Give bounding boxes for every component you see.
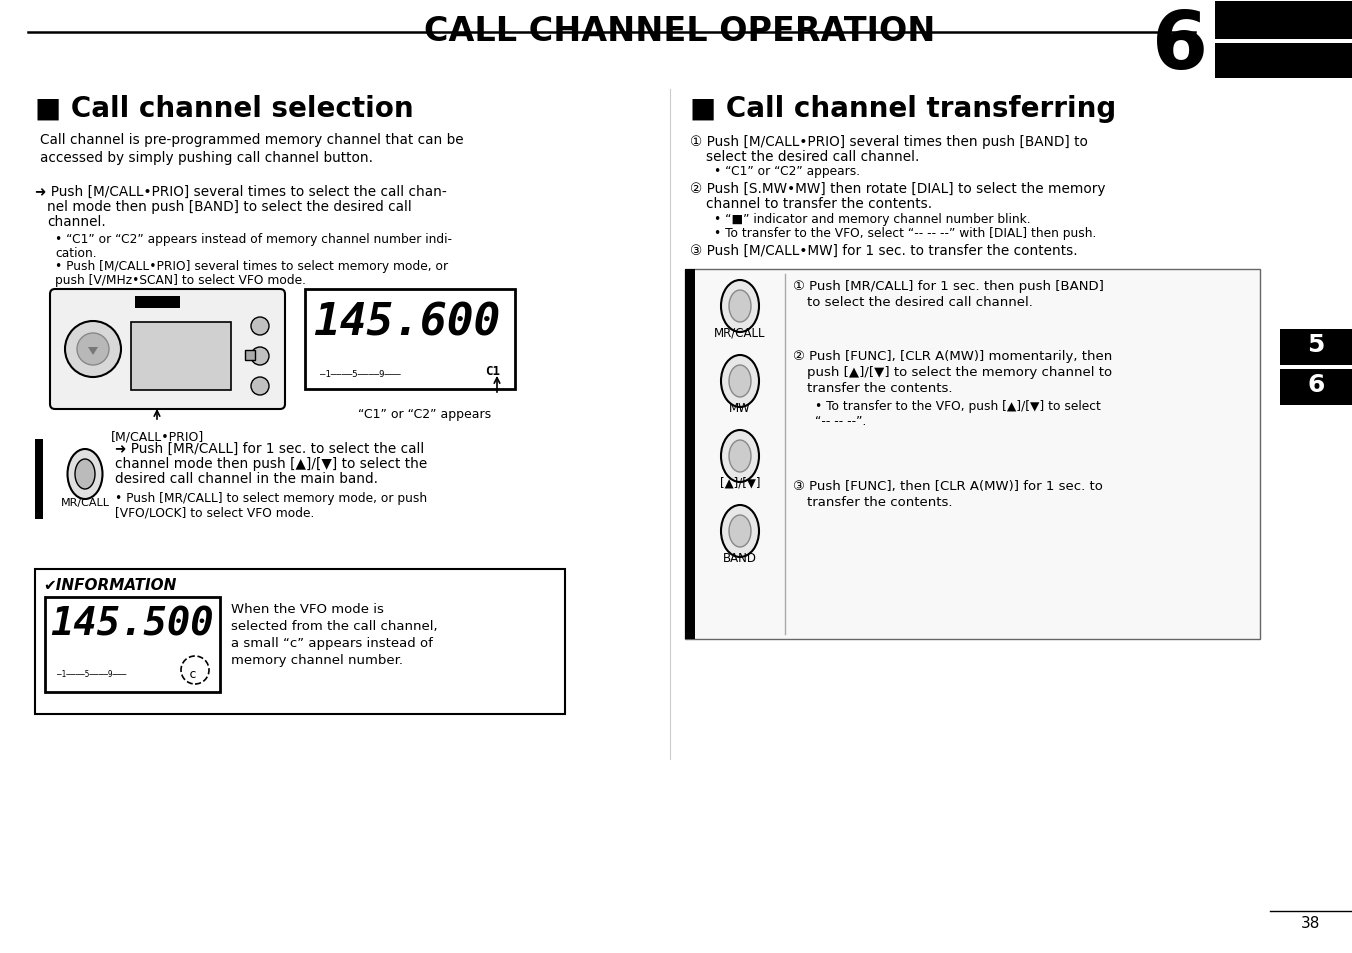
Ellipse shape [721,505,758,558]
Text: 6: 6 [1152,8,1207,86]
Text: MR/CALL: MR/CALL [61,497,110,507]
Ellipse shape [721,431,758,482]
Text: 145.600: 145.600 [314,302,500,345]
Text: ➜ Push [MR/CALL] for 1 sec. to select the call: ➜ Push [MR/CALL] for 1 sec. to select th… [115,441,425,456]
Bar [1215,44,1352,79]
Ellipse shape [729,516,750,547]
Bar [1215,2,1352,40]
Bar [131,323,231,391]
Text: ① Push [M/CALL•PRIO] several times then push [BAND] to: ① Push [M/CALL•PRIO] several times then … [690,135,1088,149]
Text: • To transfer to the VFO, select “-- -- --” with [DIAL] then push.: • To transfer to the VFO, select “-- -- … [714,227,1096,240]
Text: ② Push [FUNC], [CLR A(MW)] momentarily, then: ② Push [FUNC], [CLR A(MW)] momentarily, … [794,350,1113,363]
Bar [306,290,515,390]
Ellipse shape [68,450,103,499]
Text: • Push [MR/CALL] to select memory mode, or push: • Push [MR/CALL] to select memory mode, … [115,492,427,504]
Text: BAND: BAND [723,552,757,564]
Text: ③ Push [FUNC], then [CLR A(MW)] for 1 sec. to: ③ Push [FUNC], then [CLR A(MW)] for 1 se… [794,479,1103,493]
Bar [685,270,695,639]
Text: • “■” indicator and memory channel number blink.: • “■” indicator and memory channel numbe… [714,213,1030,226]
Text: • Push [M/CALL•PRIO] several times to select memory mode, or: • Push [M/CALL•PRIO] several times to se… [55,260,448,273]
Text: desired call channel in the main band.: desired call channel in the main band. [115,472,379,485]
Text: ② Push [S.MW•MW] then rotate [DIAL] to select the memory: ② Push [S.MW•MW] then rotate [DIAL] to s… [690,182,1106,195]
Text: 6: 6 [1307,373,1325,396]
Text: push [▲]/[▼] to select the memory channel to: push [▲]/[▼] to select the memory channe… [807,366,1113,378]
Text: push [V/MHz•SCAN] to select VFO mode.: push [V/MHz•SCAN] to select VFO mode. [55,274,306,287]
Text: –1————5————9———: –1————5————9——— [57,669,126,679]
Text: • “C1” or “C2” appears instead of memory channel number indi-: • “C1” or “C2” appears instead of memory… [55,233,452,246]
Text: “-- -- --”.: “-- -- --”. [815,415,867,428]
Text: When the VFO mode is: When the VFO mode is [231,602,384,616]
Text: 38: 38 [1301,915,1320,930]
Circle shape [77,334,110,366]
Circle shape [181,657,210,684]
Circle shape [65,322,120,377]
Ellipse shape [721,281,758,333]
Circle shape [251,317,269,335]
Text: ➜ Push [M/CALL•PRIO] several times to select the call chan-: ➜ Push [M/CALL•PRIO] several times to se… [35,185,446,199]
Text: channel to transfer the contents.: channel to transfer the contents. [706,196,932,211]
Text: “C1” or “C2” appears: “C1” or “C2” appears [358,408,492,420]
Text: selected from the call channel,: selected from the call channel, [231,619,438,633]
Polygon shape [88,348,97,355]
Text: • To transfer to the VFO, push [▲]/[▼] to select: • To transfer to the VFO, push [▲]/[▼] t… [815,399,1101,413]
Text: channel mode then push [▲]/[▼] to select the: channel mode then push [▲]/[▼] to select… [115,456,427,471]
Ellipse shape [729,366,750,397]
Bar [35,439,43,519]
Text: channel.: channel. [47,214,105,229]
Ellipse shape [729,440,750,473]
Bar [245,351,256,360]
Text: c: c [189,667,196,680]
Text: –1————5————9———: –1————5————9——— [320,370,400,378]
Text: ③ Push [M/CALL•MW] for 1 sec. to transfer the contents.: ③ Push [M/CALL•MW] for 1 sec. to transfe… [690,244,1078,257]
Text: MR/CALL: MR/CALL [714,327,765,339]
Text: ■ Call channel selection: ■ Call channel selection [35,95,414,123]
Text: [VFO/LOCK] to select VFO mode.: [VFO/LOCK] to select VFO mode. [115,505,315,518]
Text: nel mode then push [BAND] to select the desired call: nel mode then push [BAND] to select the … [47,200,412,213]
Bar [35,569,565,714]
Text: CALL CHANNEL OPERATION: CALL CHANNEL OPERATION [425,15,936,48]
Text: ■ Call channel transferring: ■ Call channel transferring [690,95,1117,123]
Bar [45,598,220,692]
Text: Call channel is pre-programmed memory channel that can be
accessed by simply pus: Call channel is pre-programmed memory ch… [41,132,464,165]
Ellipse shape [729,291,750,323]
Text: transfer the contents.: transfer the contents. [807,381,953,395]
FancyBboxPatch shape [50,290,285,410]
Bar [135,296,180,309]
Text: 145.500: 145.500 [50,605,214,643]
Bar [1280,330,1352,366]
Bar [1280,370,1352,406]
Text: ① Push [MR/CALL] for 1 sec. then push [BAND]: ① Push [MR/CALL] for 1 sec. then push [B… [794,280,1103,293]
Text: [▲]/[▼]: [▲]/[▼] [719,476,760,490]
Circle shape [251,348,269,366]
Text: transfer the contents.: transfer the contents. [807,496,953,509]
Text: cation.: cation. [55,247,96,260]
Text: to select the desired call channel.: to select the desired call channel. [807,295,1033,309]
Text: MW: MW [729,401,750,415]
Text: select the desired call channel.: select the desired call channel. [706,150,919,164]
Text: [M/CALL•PRIO]: [M/CALL•PRIO] [111,430,204,442]
Text: 5: 5 [1307,333,1325,356]
Bar [685,270,1260,639]
Ellipse shape [721,355,758,408]
Circle shape [251,377,269,395]
Text: ✔INFORMATION: ✔INFORMATION [43,578,176,593]
Ellipse shape [74,459,95,490]
Text: • “C1” or “C2” appears.: • “C1” or “C2” appears. [714,165,860,178]
Text: C1: C1 [485,365,500,377]
Text: a small “c” appears instead of: a small “c” appears instead of [231,637,433,649]
Text: memory channel number.: memory channel number. [231,654,403,666]
